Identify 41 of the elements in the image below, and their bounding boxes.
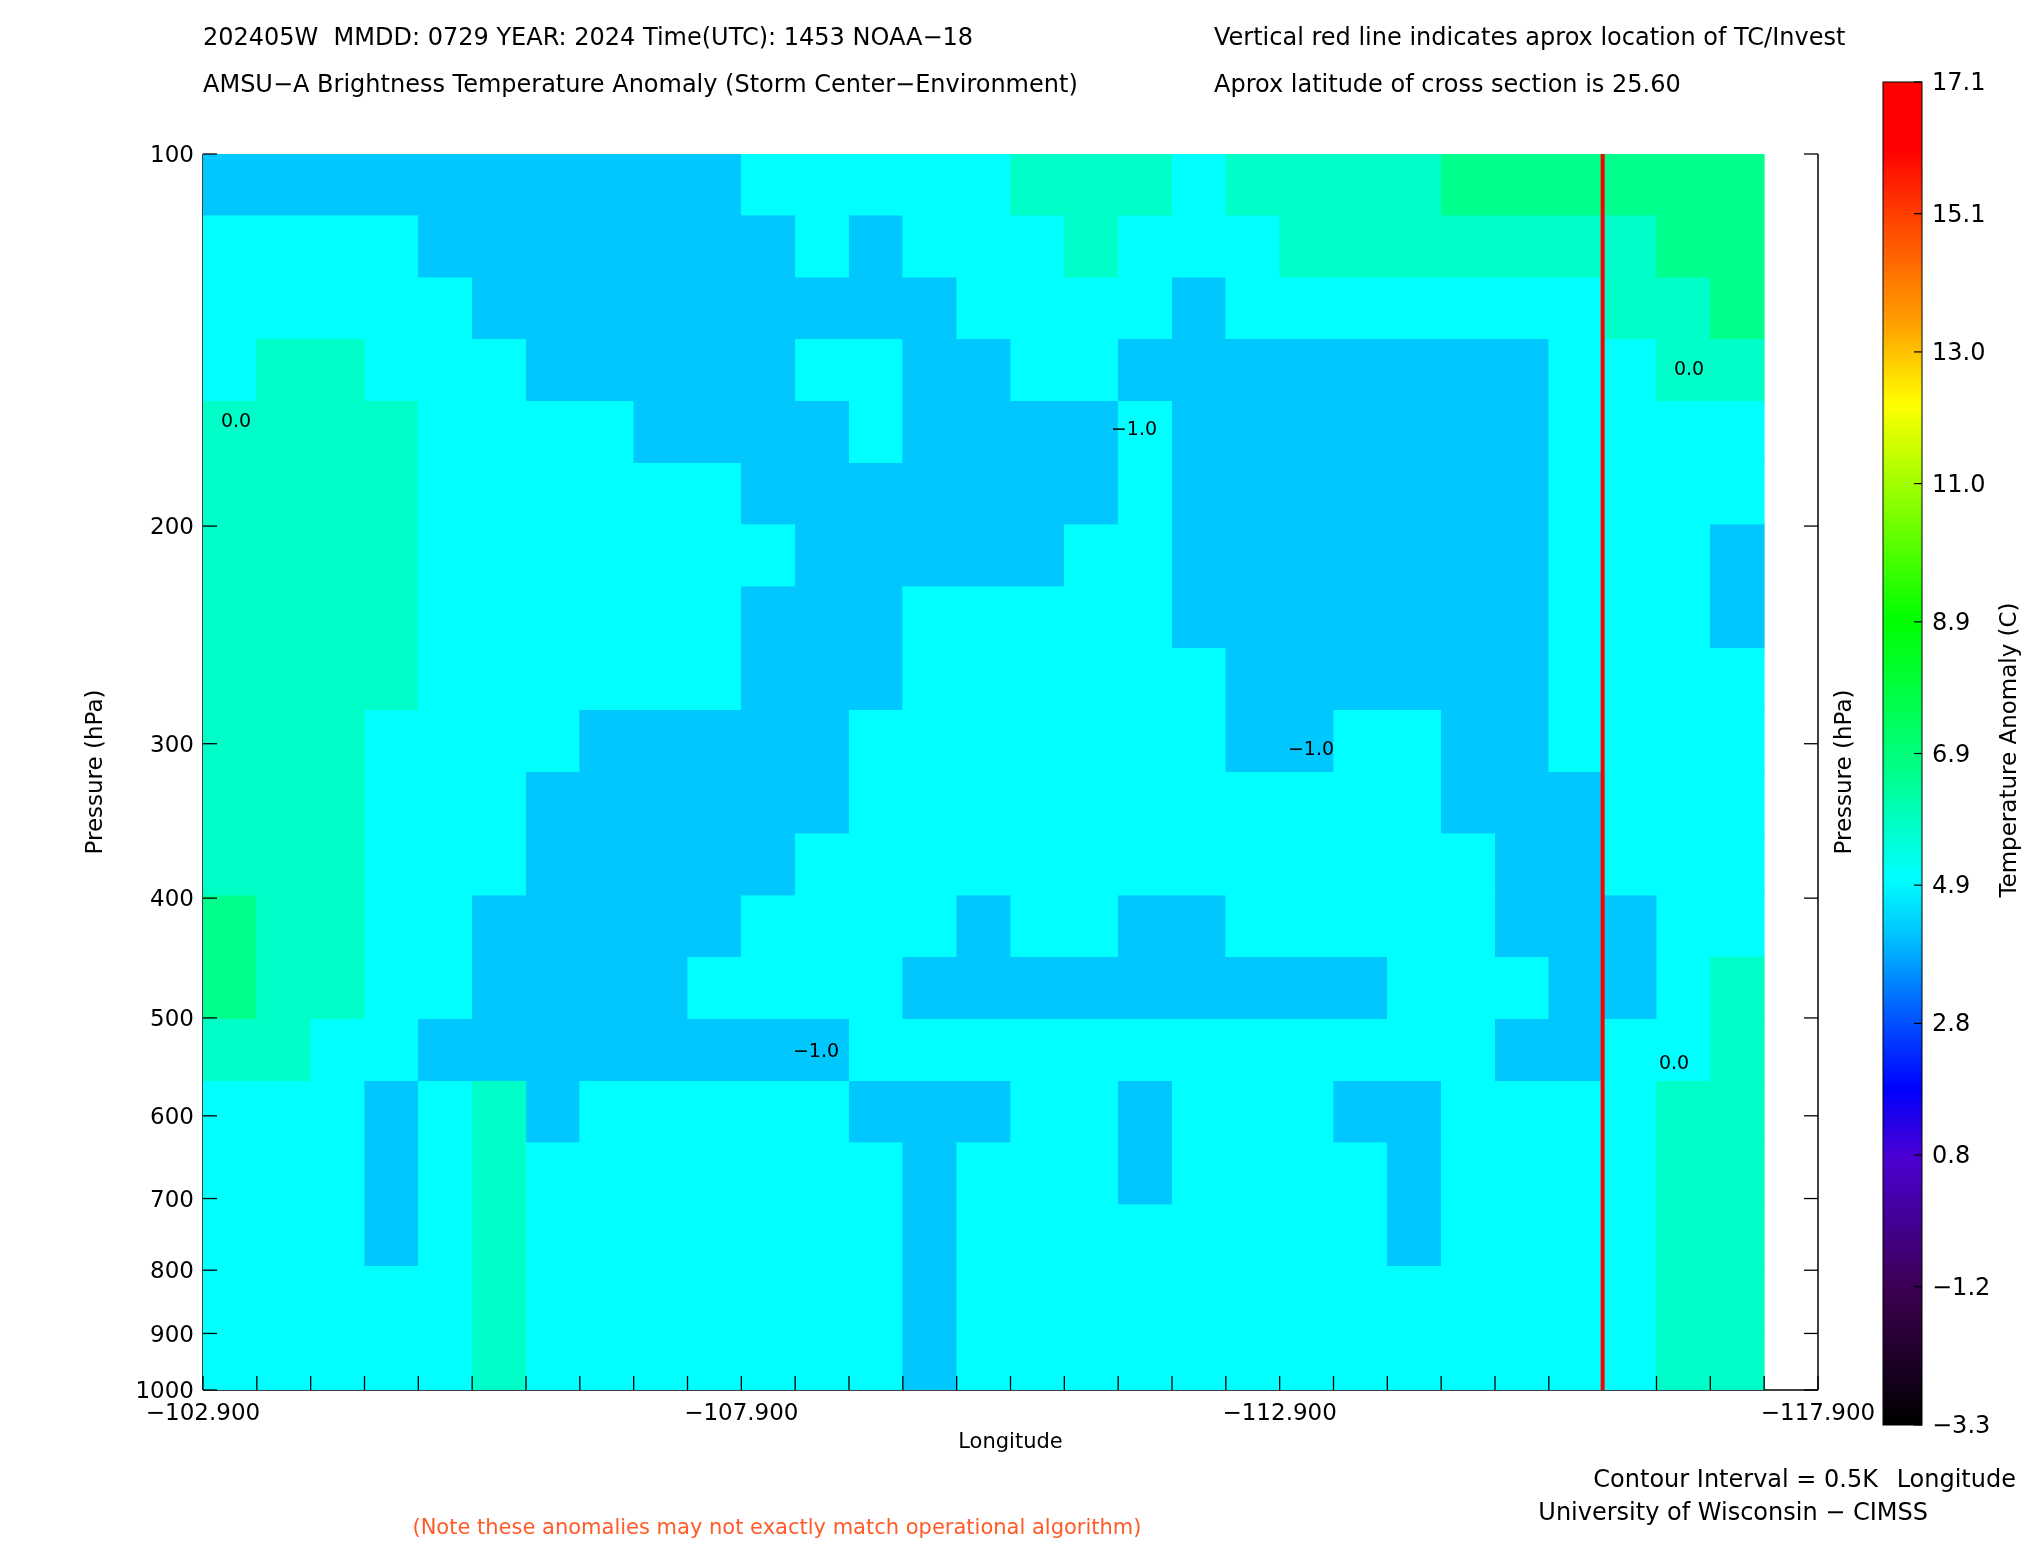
color-bar-label: 0.8 bbox=[1932, 1141, 1971, 1170]
annotation: −1.0 bbox=[1110, 417, 1158, 439]
color-bar-label: 8.9 bbox=[1932, 607, 1971, 636]
text: University of Wisconsin − CIMSS bbox=[1538, 1498, 1928, 1526]
color-bar-label: −3.3 bbox=[1932, 1411, 1991, 1439]
color-bar-label: 17.1 bbox=[1932, 68, 1986, 96]
annotation: 0.0 bbox=[220, 409, 252, 431]
text: Aprox latitude of cross section is 25.60 bbox=[1214, 70, 1681, 98]
y-tick-label: 100 bbox=[150, 141, 194, 168]
y2-axis-title: Pressure (hPa) bbox=[1830, 689, 1856, 855]
y-tick-label: 200 bbox=[150, 513, 194, 540]
annotation: −1.0 bbox=[1287, 737, 1335, 759]
chart-title: 202405W MMDD: 0729 YEAR: 2024 Time(UTC): 1453 NOAA−18 bbox=[203, 23, 974, 51]
y-tick-label: 900 bbox=[150, 1320, 194, 1347]
x-tick-label: −107.900 bbox=[684, 1399, 799, 1426]
x-tick-label: −117.900 bbox=[1760, 1399, 1876, 1426]
text: Longitude bbox=[1896, 1465, 2016, 1493]
color-bar-title: Temperature Anomaly (C) bbox=[1995, 602, 2021, 899]
y-axis-title: Pressure (hPa) bbox=[81, 689, 107, 855]
color-bar-label: 15.1 bbox=[1932, 199, 1986, 228]
color-bar-label: −1.2 bbox=[1932, 1272, 1991, 1301]
color-bar-label: 13.0 bbox=[1932, 337, 1986, 366]
y-tick-label: 300 bbox=[150, 730, 194, 757]
y-tick-label: 600 bbox=[150, 1102, 194, 1129]
annotation: 0.0 bbox=[1658, 1051, 1690, 1073]
annotation: −1.0 bbox=[792, 1039, 840, 1061]
y-tick-label: 800 bbox=[150, 1257, 194, 1284]
y-tick-label: 700 bbox=[150, 1185, 194, 1212]
x-tick-label: −112.900 bbox=[1222, 1399, 1337, 1426]
chart-subtitle: AMSU−A Brightness Temperature Anomaly (Storm Center−Environment) bbox=[203, 70, 1078, 98]
text: Vertical red line indicates aprox location of TC/Invest bbox=[1214, 23, 1846, 51]
color-bar-label: 11.0 bbox=[1932, 469, 1986, 498]
annotation: 0.0 bbox=[1673, 357, 1705, 379]
color-bar-label: 2.8 bbox=[1932, 1009, 1971, 1038]
color-bar-label: 4.9 bbox=[1932, 871, 1971, 900]
y-tick-label: 500 bbox=[150, 1005, 194, 1032]
y-tick-label: 400 bbox=[150, 885, 194, 912]
text: Contour Interval = 0.5K bbox=[1593, 1465, 1880, 1493]
color-bar-label: 6.9 bbox=[1932, 739, 1971, 768]
x-axis-title: Longitude bbox=[958, 1429, 1063, 1453]
text: (Note these anomalies may not exactly match operational algorithm) bbox=[412, 1515, 1142, 1539]
